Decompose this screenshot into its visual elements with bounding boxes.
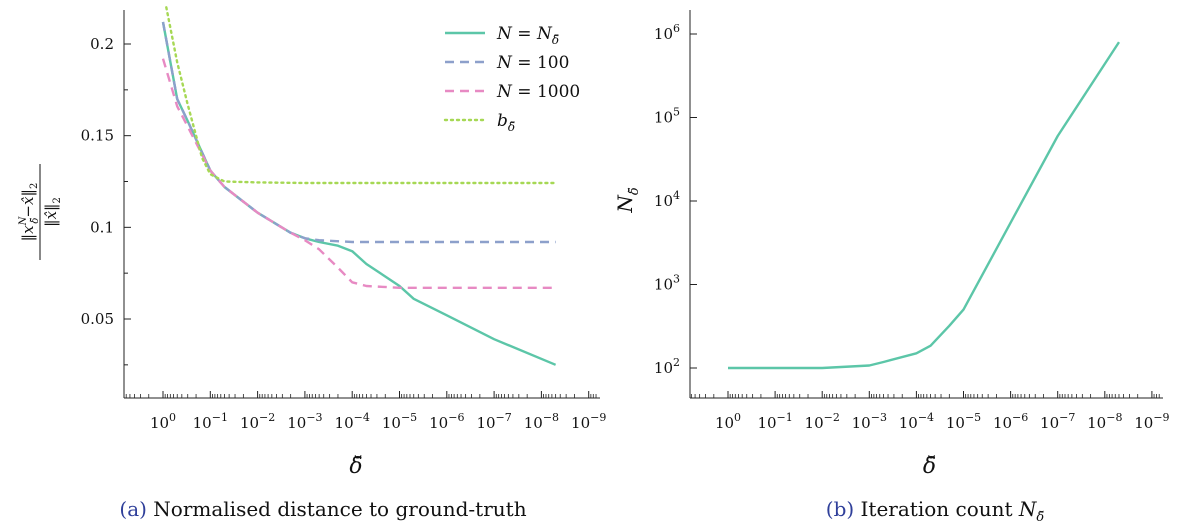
y-label-denominator: ‖x̂‖2: [42, 197, 63, 227]
x-tick-label: 10−7: [1040, 411, 1075, 432]
x-tick-label: 10−5: [382, 411, 417, 432]
x-tick-label: 10−8: [1087, 411, 1122, 432]
figure-caption: (a) Normalised distance to ground-truth: [119, 497, 526, 521]
x-tick-label: 10−6: [429, 411, 464, 432]
x-tick-label: 100: [715, 411, 741, 432]
series-line-0: [161, 21, 557, 366]
y-label-text: Nδ̆: [613, 187, 642, 214]
legend-label: N = Nδ̆: [496, 24, 559, 47]
x-tick-label: 10−8: [524, 411, 559, 432]
legend-label: N = 1000: [496, 82, 580, 102]
legend-label: bδ̆: [497, 111, 515, 134]
legend: N = Nδ̆ N = 100 N = 1000 bδ̆: [443, 24, 580, 134]
x-axis-label: δ̆: [923, 454, 936, 479]
x-tick-label: 10−9: [571, 411, 606, 432]
y-tick-label: 102: [654, 356, 680, 377]
x-tick-label: 10−2: [805, 411, 840, 432]
x-tick-label: 10−5: [946, 411, 981, 432]
y-axis-label: Nδ̆: [613, 187, 642, 214]
x-tick-label: 10−3: [852, 411, 887, 432]
x-tick-label: 10−1: [757, 411, 792, 432]
x-tick-label: 10−4: [335, 411, 370, 432]
x-tick-label: 10−3: [287, 411, 322, 432]
series-line-0: [728, 41, 1121, 370]
y-axis-label: ‖xNδ̆−x̂‖2‖x̂‖2: [18, 164, 63, 260]
y-tick-label: 106: [654, 22, 680, 43]
x-tick-label: 10−6: [993, 411, 1028, 432]
y-tick-label: 103: [654, 273, 680, 294]
figure-caption: (b) Iteration count Nδ̆: [826, 497, 1045, 525]
y-label-numerator: ‖xNδ̆−x̂‖2: [18, 183, 41, 242]
legend-label: N = 100: [496, 53, 569, 73]
chart-panel-a: 100 10−1 10−2 10−3 10−4 10−5 10−6 10−7 10−8 10−9 0…: [81, 6, 606, 521]
chart-panel-b: 100 10−1 10−2 10−3 10−4 10−5 10−6 10−7 10−8 10−9 1…: [654, 10, 1170, 525]
y-tick-label: 0.1: [90, 218, 114, 236]
series-line-1: [161, 21, 556, 244]
series-line-3: [165, 6, 557, 185]
y-tick-label: 0.15: [81, 127, 114, 145]
y-tick-label: 0.2: [90, 35, 114, 53]
x-tick-label: 10−4: [899, 411, 934, 432]
x-tick-label: 10−2: [240, 411, 275, 432]
y-tick-label: 0.05: [81, 310, 114, 328]
x-tick-label: 10−1: [193, 411, 228, 432]
x-tick-label: 10−7: [476, 411, 511, 432]
x-tick-label: 10−9: [1134, 411, 1169, 432]
x-axis-label: δ̆: [349, 454, 362, 479]
x-tick-label: 100: [150, 411, 176, 432]
y-tick-label: 104: [654, 189, 680, 210]
y-tick-label: 105: [654, 106, 680, 127]
